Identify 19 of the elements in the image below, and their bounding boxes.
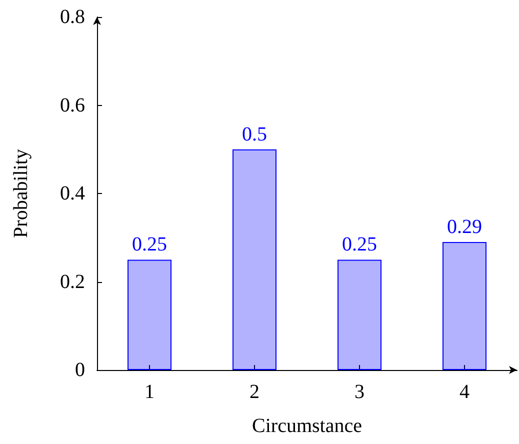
x-tick-label: 3 <box>354 381 364 403</box>
data-label: 0.25 <box>342 234 377 256</box>
data-label: 0.5 <box>242 123 267 146</box>
x-tick-label: 1 <box>144 381 154 403</box>
bar <box>442 242 486 370</box>
y-tick-label: 0 <box>75 359 85 381</box>
data-label: 0.29 <box>447 216 482 238</box>
y-tick-label: 0.6 <box>60 94 85 116</box>
y-tick-label: 0.8 <box>60 6 85 28</box>
x-tick-label: 2 <box>250 381 260 403</box>
bar <box>338 260 382 370</box>
y-tick-label: 0.2 <box>60 270 85 293</box>
y-tick-label: 0.4 <box>60 182 85 204</box>
y-axis-title: Probability <box>10 149 32 238</box>
data-label: 0.25 <box>132 234 167 256</box>
bar <box>232 149 276 370</box>
x-axis-title: Circumstance <box>252 415 362 437</box>
bar <box>128 260 172 370</box>
x-tick-label: 4 <box>460 381 470 403</box>
